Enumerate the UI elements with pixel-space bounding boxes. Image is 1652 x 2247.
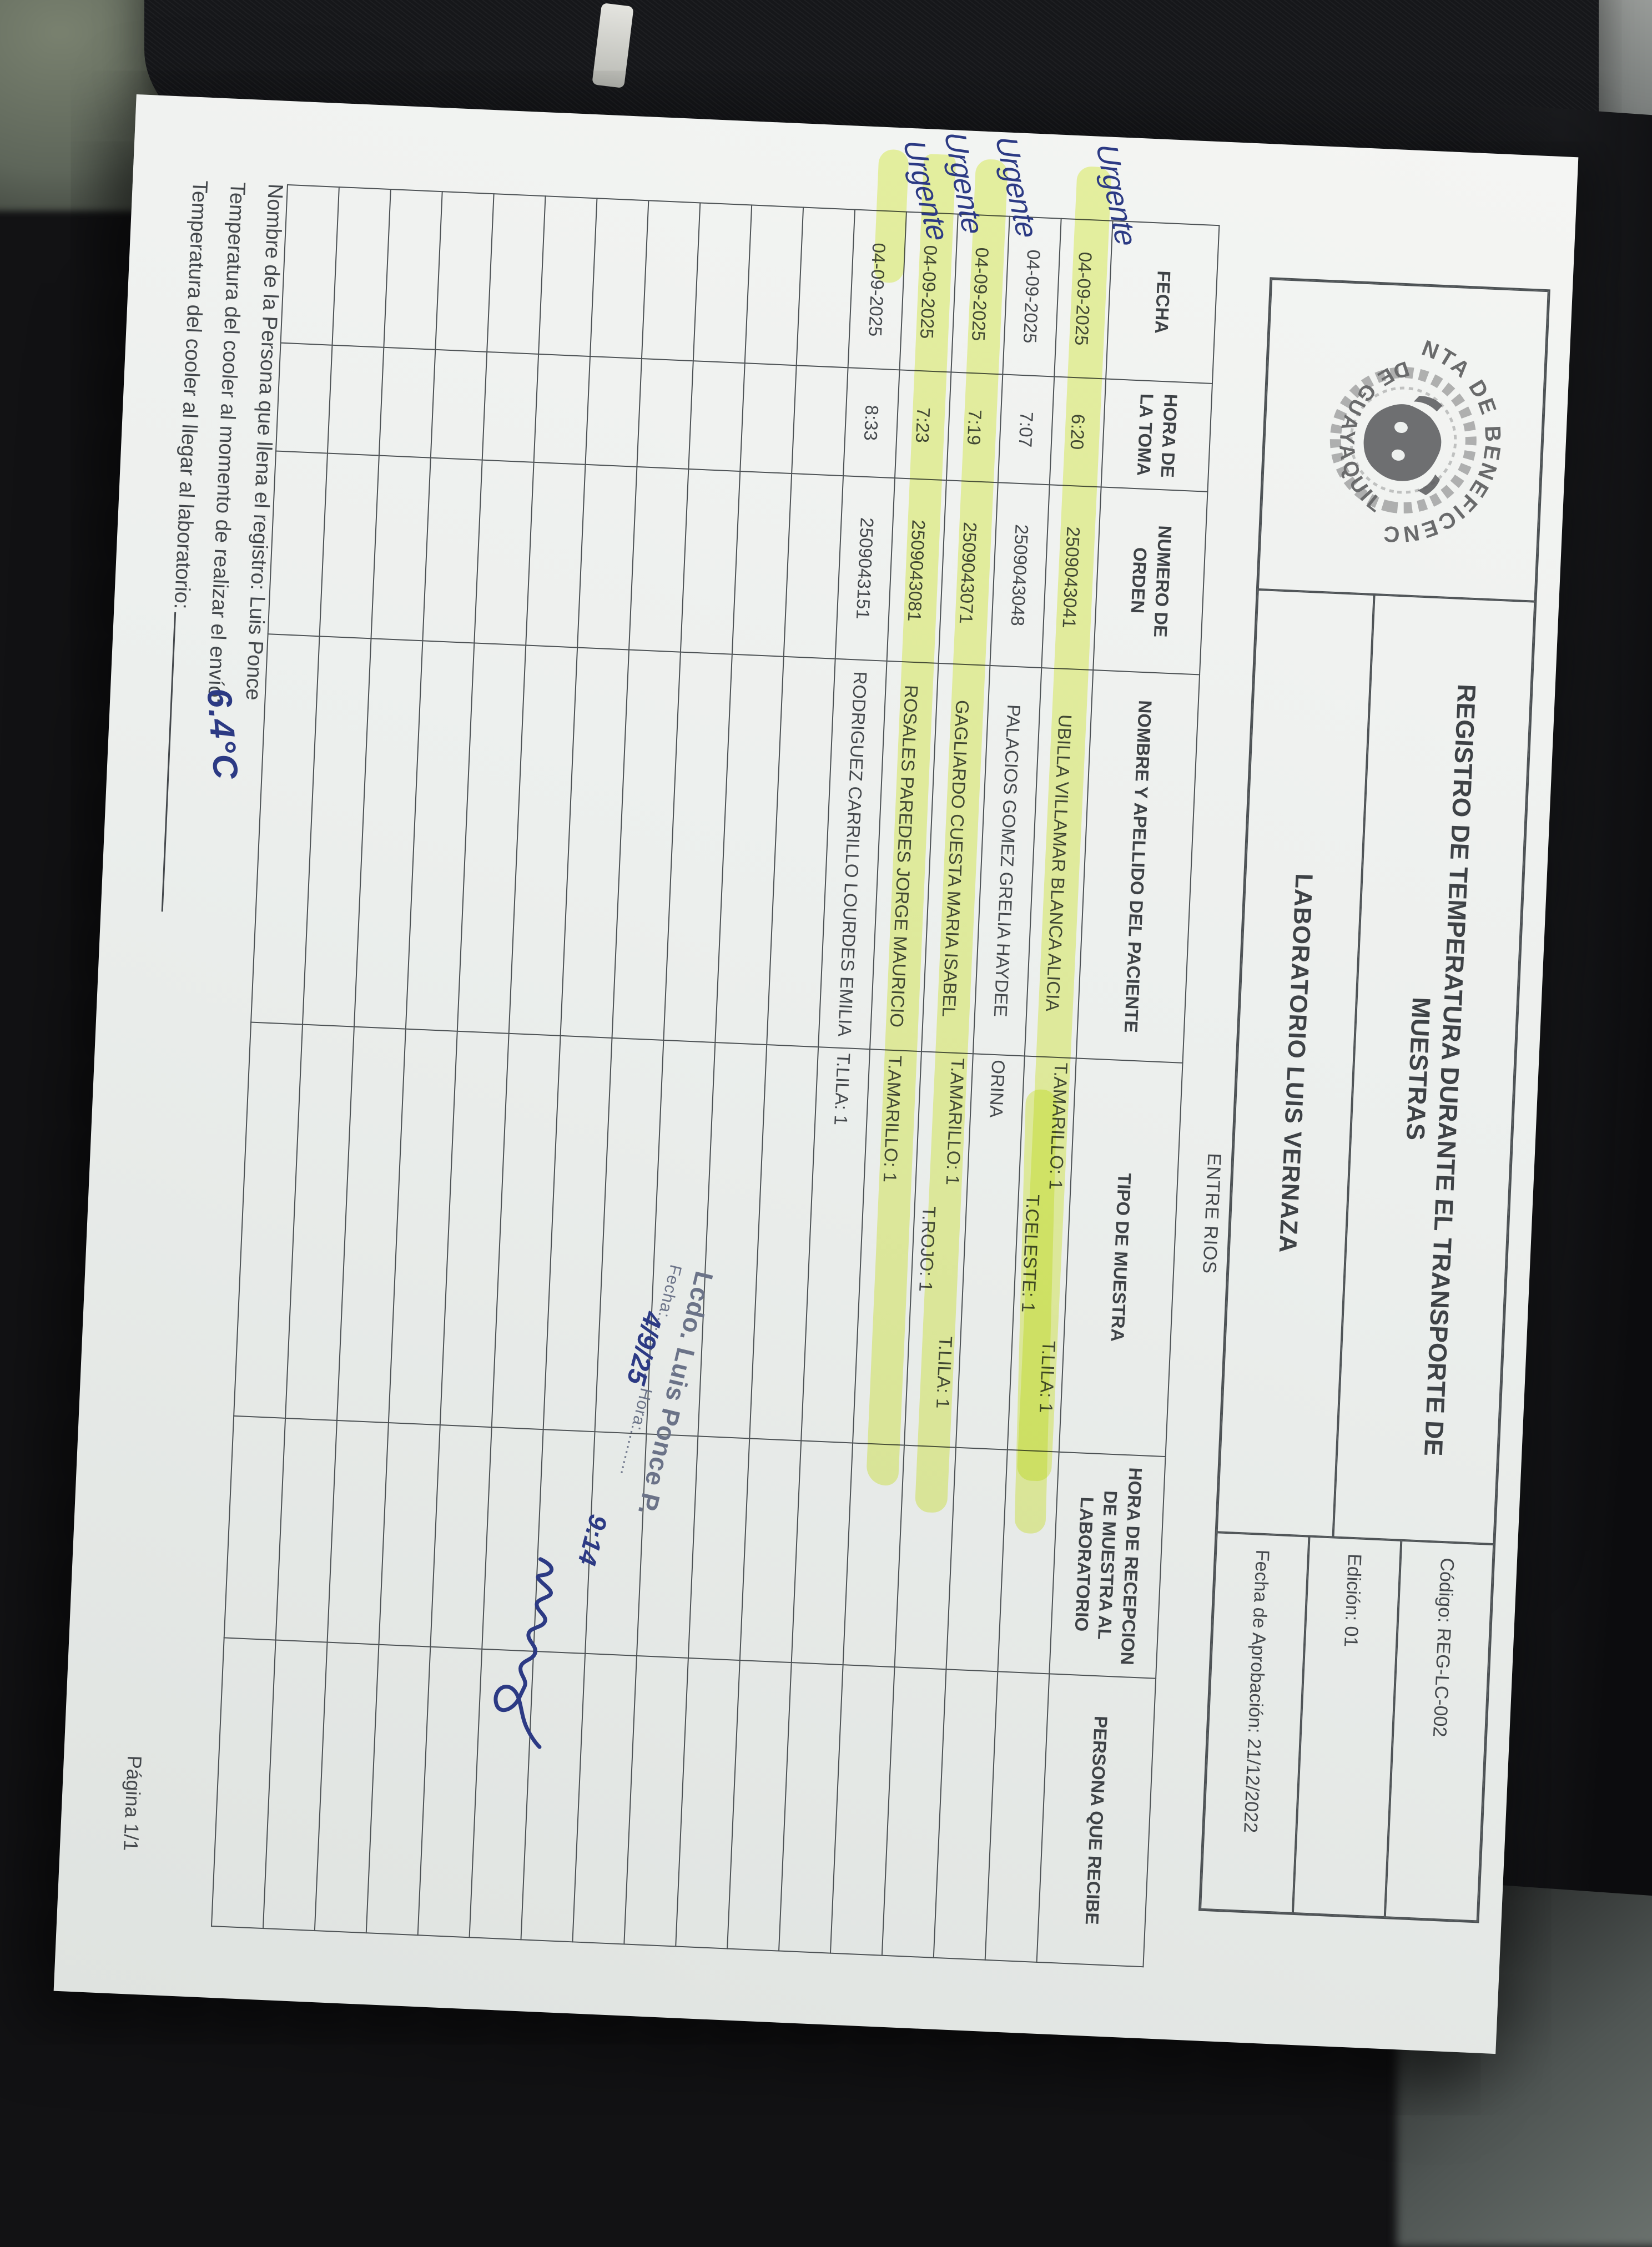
tipo-a: T.LILA: 1 — [830, 1052, 855, 1126]
form-title: REGISTRO DE TEMPERATURA DURANTE EL TRANS… — [1401, 683, 1482, 1457]
site-label: ENTRE RIOS — [1198, 1152, 1225, 1274]
footer-temp-llegada-label: Temperatura del cooler al llegar al labo… — [169, 180, 212, 610]
cell-recepcion — [791, 1440, 853, 1665]
cell-hora: 7:07 — [998, 374, 1055, 485]
cell-orden: 2509043048 — [990, 482, 1050, 668]
col-nombre-paciente: NOMBRE Y APELLIDO DEL PACIENTE — [1076, 670, 1200, 1063]
cell-hora: 8:33 — [843, 367, 900, 478]
form-meta-column: Código: REG-LC-002 Edición: 01 Fecha de … — [1200, 1532, 1494, 1922]
cell-fecha: 04-09-2025 — [1003, 216, 1061, 377]
junta-beneficencia-seal-icon: JUNTA DE BENEFICENCIA DE GUAYAQUIL — [1321, 321, 1533, 570]
col-hora-toma: HORA DE LA TOMA — [1101, 379, 1212, 492]
cell-orden: 2509043151 — [835, 476, 895, 661]
signature-icon — [493, 1557, 554, 1749]
footer-temp-envio: Temperatura del cooler al momento de rea… — [203, 182, 250, 704]
blank-line — [161, 612, 193, 913]
form-document: JUNTA DE BENEFICENCIA DE GUAYAQUIL REGIS… — [53, 94, 1579, 2054]
page-number: Página 1/1 — [119, 1755, 147, 1852]
col-tipo-muestra: TIPO DE MUESTRA — [1059, 1058, 1183, 1457]
form-code: Código: REG-LC-002 — [1384, 1540, 1494, 1922]
tipo-a: ORINA — [986, 1059, 1009, 1119]
institution-seal: JUNTA DE BENEFICENCIA DE GUAYAQUIL — [1257, 279, 1549, 602]
col-hora-recepcion: HORA DE RECEPCION DE MUESTRA AL LABORATO… — [1049, 1452, 1166, 1679]
form-edition: Edición: 01 — [1292, 1536, 1402, 1918]
form-approval-date: Fecha de Aprobación: 21/12/2022 — [1200, 1532, 1309, 1913]
form-header-table: JUNTA DE BENEFICENCIA DE GUAYAQUIL REGIS… — [1198, 277, 1550, 1923]
col-persona-recibe: PERSONA QUE RECIBE — [1036, 1674, 1156, 1967]
handwritten-temperature: 6.4°C — [199, 687, 245, 782]
col-numero-orden: NUMERO DE ORDEN — [1093, 487, 1208, 675]
cell-recepcion — [946, 1447, 1008, 1672]
footer-temp-llegada: Temperatura del cooler al llegar al labo… — [156, 180, 211, 913]
